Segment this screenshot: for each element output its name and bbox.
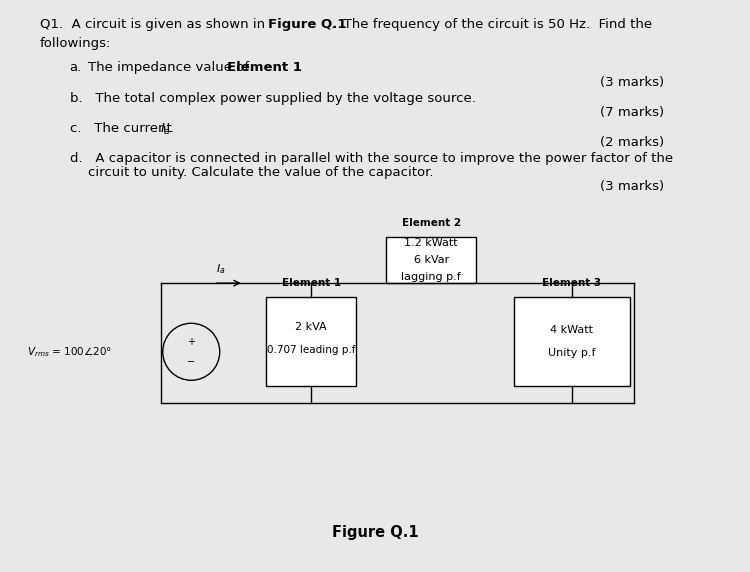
Text: 4 kWatt: 4 kWatt <box>550 325 593 335</box>
Text: Element 1: Element 1 <box>282 278 340 288</box>
Text: $I_a$: $I_a$ <box>217 262 226 276</box>
Text: Figure Q.1: Figure Q.1 <box>332 525 419 540</box>
FancyBboxPatch shape <box>266 297 356 386</box>
Text: .  The frequency of the circuit is 50 Hz.  Find the: . The frequency of the circuit is 50 Hz.… <box>331 18 652 31</box>
Text: +: + <box>188 337 195 347</box>
FancyBboxPatch shape <box>386 237 476 283</box>
Text: Q1.  A circuit is given as shown in: Q1. A circuit is given as shown in <box>40 18 269 31</box>
Text: 2 kVA: 2 kVA <box>296 323 327 332</box>
Text: lagging p.f: lagging p.f <box>401 272 461 283</box>
Text: circuit to unity. Calculate the value of the capacitor.: circuit to unity. Calculate the value of… <box>88 166 434 179</box>
Text: Element 1: Element 1 <box>227 61 302 74</box>
Text: 0.707 leading p.f: 0.707 leading p.f <box>267 345 356 355</box>
Text: $I_{a}$.: $I_{a}$. <box>160 122 175 137</box>
Text: 6 kVar: 6 kVar <box>413 255 448 265</box>
Text: followings:: followings: <box>40 37 111 50</box>
Text: $V_{rms}$ = 100∠20°: $V_{rms}$ = 100∠20° <box>28 345 112 359</box>
Text: a.: a. <box>70 61 82 74</box>
Text: Element 3: Element 3 <box>542 278 602 288</box>
Text: (3 marks): (3 marks) <box>600 180 664 193</box>
Text: .: . <box>285 61 290 74</box>
Text: −: − <box>188 356 195 367</box>
Text: d.   A capacitor is connected in parallel with the source to improve the power f: d. A capacitor is connected in parallel … <box>70 152 673 165</box>
Text: The impedance value of: The impedance value of <box>88 61 254 74</box>
Text: c.   The current: c. The current <box>70 122 176 135</box>
Text: (2 marks): (2 marks) <box>600 136 664 149</box>
Text: Unity p.f: Unity p.f <box>548 348 596 358</box>
FancyBboxPatch shape <box>514 297 630 386</box>
Text: Figure Q.1: Figure Q.1 <box>268 18 347 31</box>
Text: 1.2 kWatt: 1.2 kWatt <box>404 238 458 248</box>
Text: Element 2: Element 2 <box>402 218 460 228</box>
Text: (7 marks): (7 marks) <box>600 106 664 119</box>
Text: (3 marks): (3 marks) <box>600 76 664 89</box>
Text: b.   The total complex power supplied by the voltage source.: b. The total complex power supplied by t… <box>70 92 476 105</box>
